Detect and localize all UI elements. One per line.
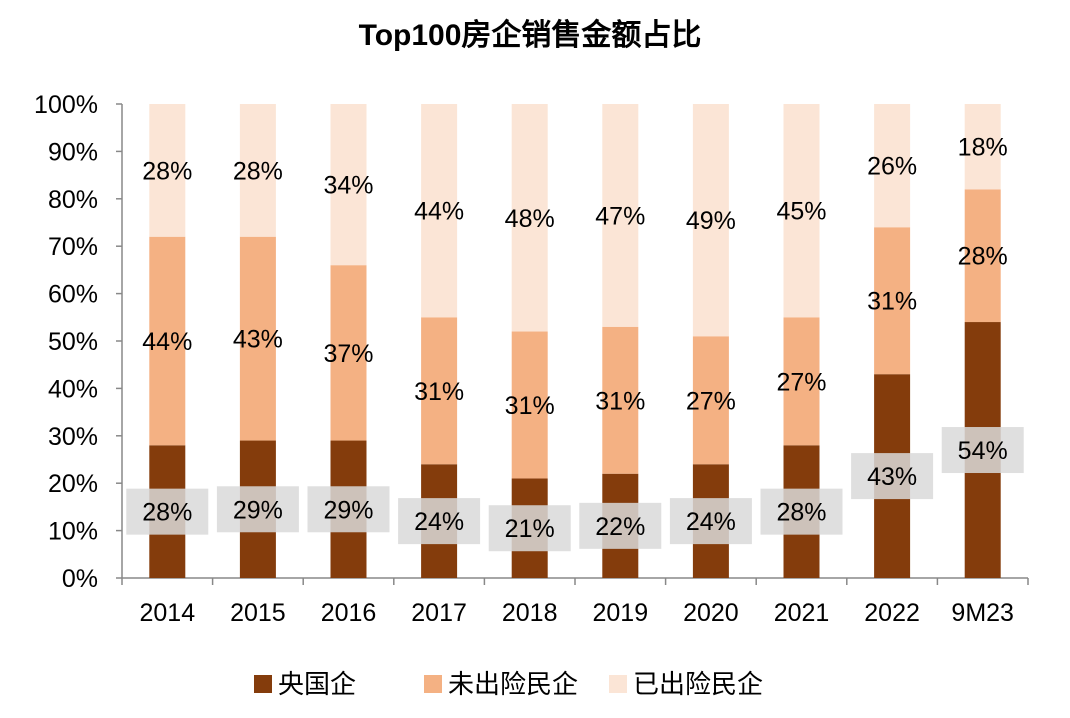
bar-segment — [692, 336, 729, 465]
data-label: 24% — [414, 508, 464, 536]
bar-segment — [602, 326, 639, 474]
legend-swatch — [424, 675, 442, 693]
x-tick-label: 2019 — [592, 599, 648, 627]
y-tick-label: 70% — [48, 233, 98, 261]
bar-segment — [511, 331, 548, 479]
x-axis: 2014 2015 2016 2017 2018 2019 2020 2021 2022 9M23 — [121, 577, 1029, 627]
chart-title: Top100房企销售金额占比 — [359, 18, 702, 52]
legend-label: 已出险民企 — [633, 669, 763, 699]
data-label: 27% — [776, 368, 826, 396]
data-label: 22% — [595, 513, 645, 541]
data-labels: 28% 44% 28% 29% 43% 28% 29% 37% 34% 24% 31% 44% 21% 3… — [126, 134, 1024, 552]
bar-segment — [874, 104, 911, 228]
data-label: 49% — [686, 207, 736, 235]
data-label: 43% — [233, 326, 283, 354]
data-label: 21% — [505, 515, 555, 543]
x-tick-label: 2020 — [683, 599, 739, 627]
bar-segment — [330, 104, 367, 266]
data-label: 31% — [867, 288, 917, 316]
data-label: 31% — [414, 378, 464, 406]
data-label: 31% — [595, 387, 645, 415]
bar-segment — [239, 236, 276, 441]
data-label: 44% — [414, 198, 464, 226]
data-label-background — [669, 498, 752, 545]
x-tick-label: 2016 — [321, 599, 377, 627]
bar-segment — [964, 104, 1001, 190]
y-tick-label: 50% — [48, 328, 98, 356]
data-label-background — [760, 488, 843, 535]
data-label-background — [941, 427, 1024, 474]
bars — [149, 104, 1001, 578]
bar-segment — [239, 104, 276, 237]
bar-segment — [874, 227, 911, 375]
data-label-background — [216, 486, 299, 533]
y-tick-label: 90% — [48, 138, 98, 166]
x-tick-label: 2022 — [864, 599, 920, 627]
x-tick-label: 2017 — [411, 599, 467, 627]
data-label: 27% — [686, 387, 736, 415]
x-tick-label: 2018 — [502, 599, 558, 627]
bar-segment — [421, 317, 458, 465]
bar-segment — [602, 104, 639, 327]
legend-label: 未出险民企 — [448, 669, 578, 699]
y-tick-label: 40% — [48, 375, 98, 403]
data-label: 45% — [776, 198, 826, 226]
data-label: 34% — [323, 172, 373, 200]
data-label: 28% — [958, 243, 1008, 271]
bar-segment — [511, 104, 548, 332]
data-label: 48% — [505, 205, 555, 233]
x-tick-label: 2021 — [774, 599, 830, 627]
data-label: 28% — [776, 499, 826, 527]
data-label: 29% — [323, 496, 373, 524]
data-label-background — [307, 486, 390, 533]
data-label: 28% — [142, 499, 192, 527]
bar-segment — [783, 104, 820, 318]
legend-swatch — [609, 675, 627, 693]
y-tick-label: 60% — [48, 281, 98, 309]
y-tick-label: 30% — [48, 423, 98, 451]
bar-segment — [149, 104, 186, 237]
y-axis: 0% 10% 20% 30% 40% 50% 60% 70% 80% 90% 100% — [34, 91, 123, 593]
bar-segment — [692, 104, 729, 337]
bar-segment — [421, 104, 458, 318]
data-label: 31% — [505, 392, 555, 420]
bar-segment — [149, 236, 186, 446]
y-tick-label: 100% — [34, 91, 98, 119]
data-label-background — [398, 498, 481, 545]
x-tick-label: 9M23 — [951, 599, 1014, 627]
data-label-background — [851, 453, 934, 500]
bar-segment — [964, 189, 1001, 323]
data-label: 54% — [958, 437, 1008, 465]
data-label: 28% — [233, 157, 283, 185]
legend: 央国企 未出险民企 已出险民企 — [254, 669, 763, 699]
data-label: 47% — [595, 202, 645, 230]
data-label: 44% — [142, 328, 192, 356]
data-label: 28% — [142, 157, 192, 185]
data-label: 26% — [867, 153, 917, 181]
y-tick-label: 10% — [48, 518, 98, 546]
bar-segment — [330, 265, 367, 441]
legend-label: 央国企 — [278, 669, 356, 699]
data-label-background — [488, 505, 571, 552]
data-label: 24% — [686, 508, 736, 536]
x-tick-label: 2015 — [230, 599, 286, 627]
y-tick-label: 0% — [62, 565, 98, 593]
data-label: 29% — [233, 496, 283, 524]
data-label-background — [126, 488, 209, 535]
data-label: 43% — [867, 463, 917, 491]
data-label: 37% — [323, 340, 373, 368]
data-label-background — [579, 502, 662, 549]
legend-swatch — [254, 675, 272, 693]
x-tick-label: 2014 — [139, 599, 195, 627]
y-tick-label: 80% — [48, 186, 98, 214]
y-tick-label: 20% — [48, 470, 98, 498]
bar-segment — [783, 317, 820, 446]
data-label: 18% — [958, 134, 1008, 162]
